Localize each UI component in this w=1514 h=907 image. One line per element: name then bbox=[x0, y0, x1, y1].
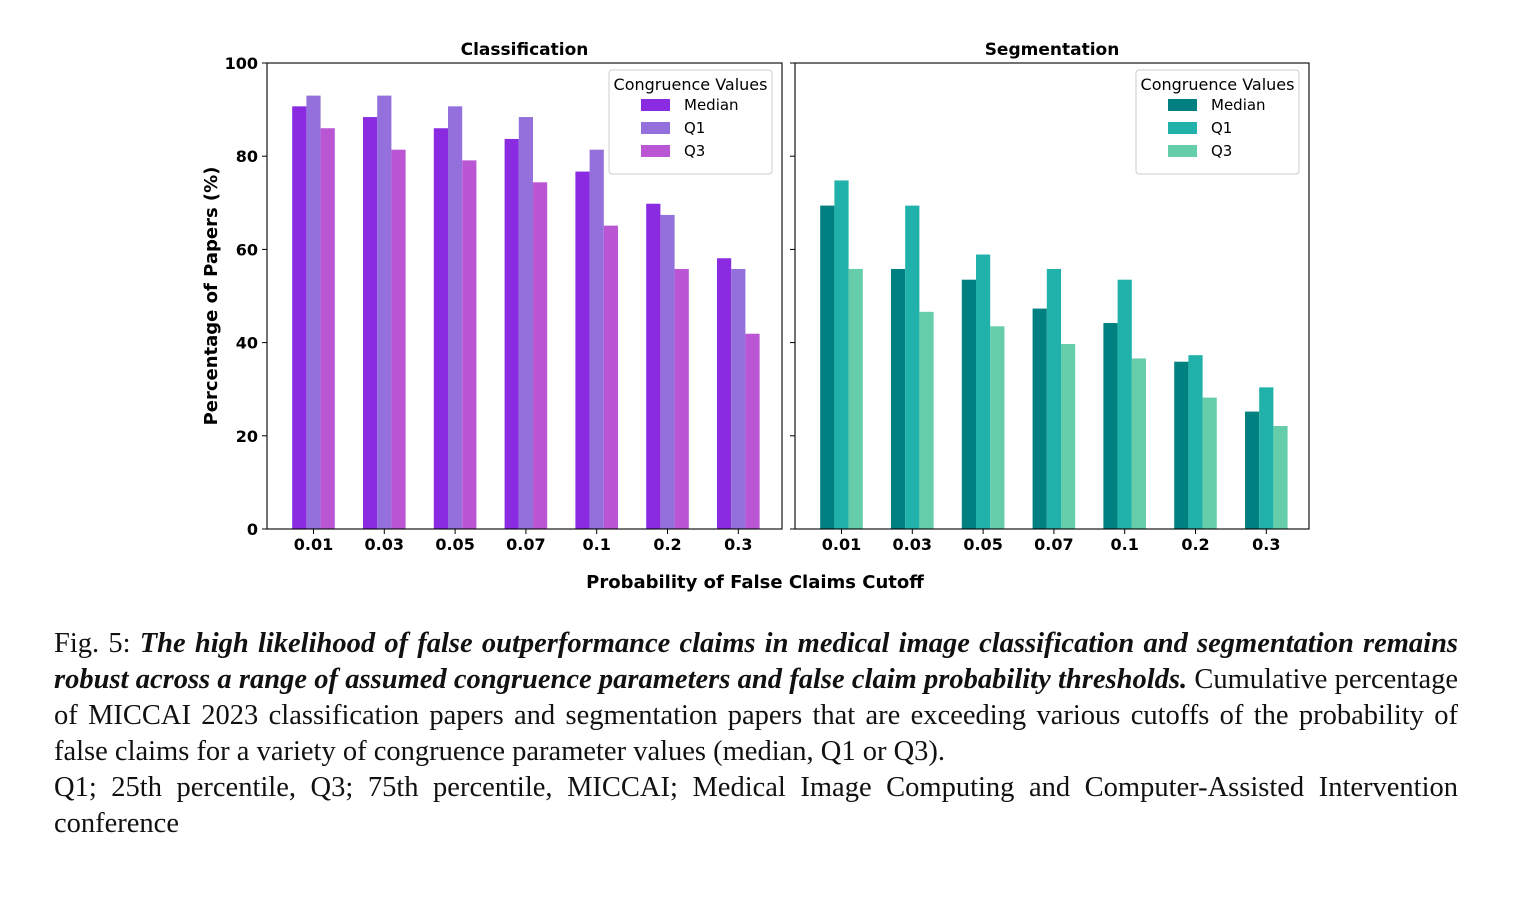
segmentation-x-tick-label: 0.1 bbox=[1111, 535, 1139, 554]
classification-bar-median-0.2 bbox=[646, 203, 661, 530]
classification-bar-q1-0.03 bbox=[377, 95, 392, 530]
classification-bar-median-0.05 bbox=[433, 128, 448, 530]
x-axis-label: Probability of False Claims Cutoff bbox=[586, 572, 924, 593]
segmentation-legend-label-q1: Q1 bbox=[1211, 119, 1232, 137]
classification-bar-median-0.3 bbox=[717, 258, 732, 529]
segmentation-bar-q3-0.2 bbox=[1202, 397, 1217, 529]
caption-body: Cumulative percentage of MICCAI 2023 cla… bbox=[54, 664, 1459, 767]
segmentation-legend-label-q3: Q3 bbox=[1211, 142, 1232, 160]
segmentation-bar-q3-0.05 bbox=[990, 326, 1005, 529]
classification-legend-swatch-q3 bbox=[641, 145, 670, 157]
classification-legend-swatch-median bbox=[641, 99, 670, 111]
classification-bar-median-0.01 bbox=[292, 106, 307, 529]
segmentation-bar-q3-0.07 bbox=[1061, 344, 1076, 529]
caption-main: Fig. 5: The high likelihood of false out… bbox=[54, 626, 1458, 770]
figure-caption: Fig. 5: The high likelihood of false out… bbox=[54, 626, 1458, 842]
classification-bar-q3-0.3 bbox=[745, 333, 760, 529]
classification-legend-title: Congruence Values bbox=[614, 75, 768, 94]
segmentation-bar-q1-0.3 bbox=[1259, 387, 1274, 529]
caption-abbreviations: Q1; 25th percentile, Q3; 75th percentile… bbox=[54, 772, 1458, 839]
segmentation-bar-q1-0.03 bbox=[905, 205, 920, 529]
segmentation-bar-q3-0.03 bbox=[919, 311, 934, 529]
classification-bar-q3-0.07 bbox=[533, 182, 548, 530]
segmentation-axes-frame bbox=[794, 62, 1310, 530]
segmentation-legend-swatch-median bbox=[1168, 99, 1197, 111]
classification-x-tick-label: 0.3 bbox=[724, 535, 752, 554]
classification-x-tick-label: 0.2 bbox=[653, 535, 681, 554]
segmentation-bar-median-0.07 bbox=[1032, 308, 1047, 529]
segmentation-legend-swatch-q3 bbox=[1168, 145, 1197, 157]
classification-y-tick-label: 100 bbox=[225, 54, 258, 73]
classification-bar-q1-0.1 bbox=[589, 149, 604, 529]
classification-x-tick-label: 0.03 bbox=[365, 535, 404, 554]
chart-svg: 0.01 0.03 0.05 0.07 0.1 0.2 0.3 0 20 40 60 80 100 Cla… bbox=[201, 40, 1310, 593]
segmentation-bar-median-0.2 bbox=[1174, 361, 1189, 529]
segmentation-bar-median-0.01 bbox=[820, 205, 835, 529]
classification-legend-swatch-q1 bbox=[641, 122, 670, 134]
classification-bar-median-0.07 bbox=[504, 138, 519, 529]
segmentation-bar-q1-0.2 bbox=[1188, 355, 1203, 529]
classification-bar-q3-0.2 bbox=[674, 268, 689, 529]
classification-y-tick-label: 20 bbox=[236, 427, 258, 446]
classification-x-tick-label: 0.01 bbox=[294, 535, 333, 554]
segmentation-bar-q3-0.01 bbox=[848, 268, 863, 529]
segmentation-legend-swatch-q1 bbox=[1168, 122, 1197, 134]
classification-bar-q3-0.05 bbox=[462, 160, 477, 529]
segmentation-x-tick-label: 0.3 bbox=[1252, 535, 1280, 554]
segmentation-x-tick-label: 0.07 bbox=[1034, 535, 1073, 554]
classification-bar-q1-0.3 bbox=[731, 268, 746, 529]
caption-label: Fig. 5: bbox=[54, 628, 131, 659]
segmentation-legend-label-median: Median bbox=[1211, 96, 1266, 114]
segmentation-title: Segmentation bbox=[985, 40, 1120, 60]
segmentation-x-tick-label: 0.01 bbox=[822, 535, 861, 554]
classification-title: Classification bbox=[461, 40, 589, 60]
classification-y-tick-label: 0 bbox=[247, 520, 258, 539]
segmentation-bar-q1-0.05 bbox=[976, 254, 991, 529]
classification-bar-q1-0.2 bbox=[660, 214, 675, 530]
classification-y-tick-label: 80 bbox=[236, 147, 258, 166]
classification-x-tick-label: 0.05 bbox=[435, 535, 474, 554]
segmentation-legend-title: Congruence Values bbox=[1141, 75, 1295, 94]
classification-legend-label-median: Median bbox=[684, 96, 739, 114]
segmentation-x-tick-label: 0.2 bbox=[1181, 535, 1209, 554]
segmentation-bar-median-0.03 bbox=[891, 268, 906, 529]
segmentation-bar-q1-0.01 bbox=[834, 180, 849, 529]
segmentation-bar-q3-0.1 bbox=[1131, 358, 1146, 529]
classification-bar-median-0.03 bbox=[363, 117, 378, 529]
segmentation-x-tick-label: 0.03 bbox=[893, 535, 932, 554]
classification-bar-q3-0.01 bbox=[320, 128, 335, 530]
segmentation-bar-q3-0.3 bbox=[1273, 426, 1288, 529]
y-axis-label: Percentage of Papers (%) bbox=[201, 167, 222, 426]
segmentation-bar-q1-0.1 bbox=[1117, 279, 1132, 529]
segmentation-x-tick-label: 0.05 bbox=[963, 535, 1002, 554]
classification-bar-q1-0.05 bbox=[448, 106, 463, 529]
classification-y-tick-label: 60 bbox=[236, 240, 258, 259]
segmentation-bar-q1-0.07 bbox=[1046, 268, 1061, 529]
segmentation-bar-median-0.3 bbox=[1245, 411, 1260, 529]
figure: 0.01 0.03 0.05 0.07 0.1 0.2 0.3 0 20 40 60 80 100 Cla… bbox=[201, 40, 1310, 593]
classification-bar-q1-0.01 bbox=[306, 95, 321, 530]
classification-bar-q1-0.07 bbox=[518, 117, 533, 529]
classification-x-tick-label: 0.1 bbox=[583, 535, 611, 554]
classification-x-tick-label: 0.07 bbox=[506, 535, 545, 554]
classification-axes-frame bbox=[266, 62, 783, 530]
classification-bar-median-0.1 bbox=[575, 171, 590, 529]
classification-bar-q3-0.1 bbox=[603, 225, 618, 529]
caption-title: The high likelihood of false outperforma… bbox=[54, 628, 1459, 695]
classification-bar-q3-0.03 bbox=[391, 149, 406, 529]
segmentation-bar-median-0.05 bbox=[961, 279, 976, 529]
classification-legend-label-q3: Q3 bbox=[684, 142, 705, 160]
classification-y-tick-label: 40 bbox=[236, 334, 258, 353]
classification-legend-label-q1: Q1 bbox=[684, 119, 705, 137]
segmentation-bar-median-0.1 bbox=[1103, 323, 1118, 529]
